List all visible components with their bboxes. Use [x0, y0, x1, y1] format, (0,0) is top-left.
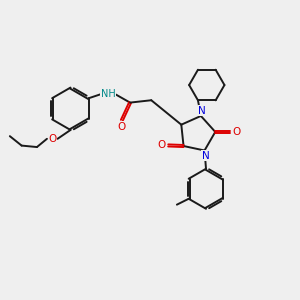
Text: N: N: [202, 151, 210, 161]
Text: O: O: [48, 134, 56, 144]
Text: O: O: [232, 127, 241, 137]
Text: O: O: [117, 122, 125, 132]
Text: O: O: [158, 140, 166, 150]
Text: N: N: [198, 106, 206, 116]
Text: NH: NH: [101, 89, 116, 99]
